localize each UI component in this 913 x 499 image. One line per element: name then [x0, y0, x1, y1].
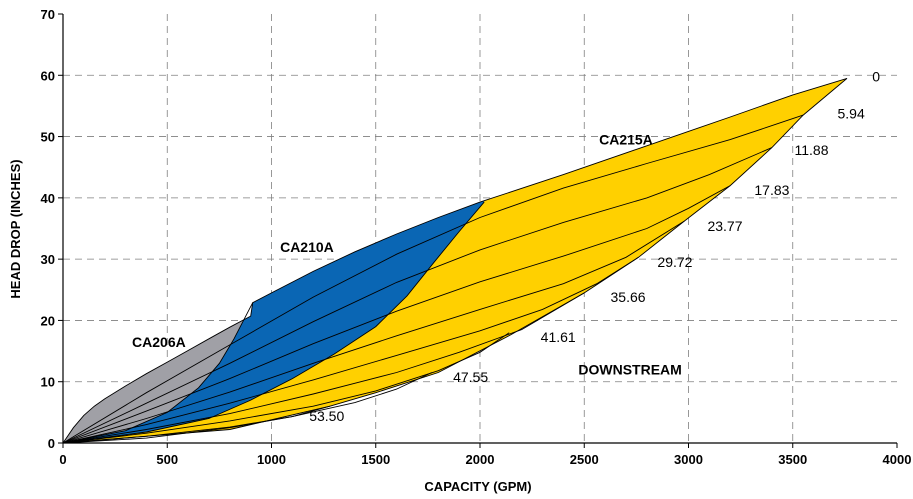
curve-53-50 — [62, 405, 331, 444]
x-tick-label: 3500 — [778, 452, 807, 467]
boundary-ca206a-ca210a — [62, 302, 254, 444]
curve-label: 5.94 — [838, 105, 865, 121]
curve-23-77 — [62, 220, 685, 444]
y-tick-label: 20 — [41, 313, 55, 328]
curve-29-72 — [62, 256, 639, 444]
boundary-ca210a-ca215a — [62, 201, 485, 444]
x-tick-label: 0 — [59, 452, 66, 467]
y-tick-label: 60 — [41, 68, 55, 83]
curve-label: 41.61 — [541, 329, 576, 345]
curve-label: 23.77 — [707, 218, 742, 234]
x-tick-label: 1000 — [257, 452, 286, 467]
region-label-ca210a: CA210A — [280, 239, 334, 255]
curve-label: 0 — [872, 69, 880, 85]
x-tick-label: 2000 — [466, 452, 495, 467]
y-tick-label: 40 — [41, 191, 55, 206]
chart-labels: 0 5.94 11.88 17.83 23.77 29.72 35.66 41.61 47.55… — [132, 69, 880, 425]
curve-35-66 — [62, 292, 585, 444]
region-label-ca206a: CA206A — [132, 334, 186, 350]
curve-label: 11.88 — [795, 142, 829, 158]
curve-envelope-bottom — [62, 78, 848, 444]
curve-5-94 — [62, 114, 804, 444]
y-axis-title: HEAD DROP (INCHES) — [8, 159, 23, 298]
x-tick-label: 1500 — [361, 452, 390, 467]
axes: 0 500 1000 1500 2000 2500 3000 3500 400001020304… — [41, 7, 912, 467]
y-tick-label: 10 — [41, 375, 55, 390]
x-axis-title: CAPACITY (GPM) — [424, 479, 531, 494]
x-tick-label: 3000 — [674, 452, 703, 467]
curve-label: 47.55 — [453, 369, 488, 385]
curve-0 — [62, 77, 848, 444]
curve-11-88 — [62, 147, 773, 444]
curve-41-61 — [62, 332, 510, 444]
curve-label: 17.83 — [754, 182, 789, 198]
x-tick-label: 4000 — [883, 452, 912, 467]
y-tick-label: 0 — [48, 436, 55, 451]
curve-17-83 — [62, 185, 731, 444]
curve-label: 53.50 — [309, 408, 344, 424]
y-tick-label: 50 — [41, 130, 55, 145]
head-loss-curves — [62, 77, 848, 444]
x-tick-label: 500 — [156, 452, 178, 467]
x-tick-label: 2500 — [570, 452, 599, 467]
region-label-ca215a: CA215A — [599, 132, 653, 148]
y-tick-label: 30 — [41, 252, 55, 267]
y-tick-label: 70 — [41, 7, 55, 22]
curve-label: 29.72 — [657, 254, 692, 270]
curve-label: 35.66 — [611, 289, 646, 305]
region-label-downstream: DOWNSTREAM — [578, 361, 681, 377]
